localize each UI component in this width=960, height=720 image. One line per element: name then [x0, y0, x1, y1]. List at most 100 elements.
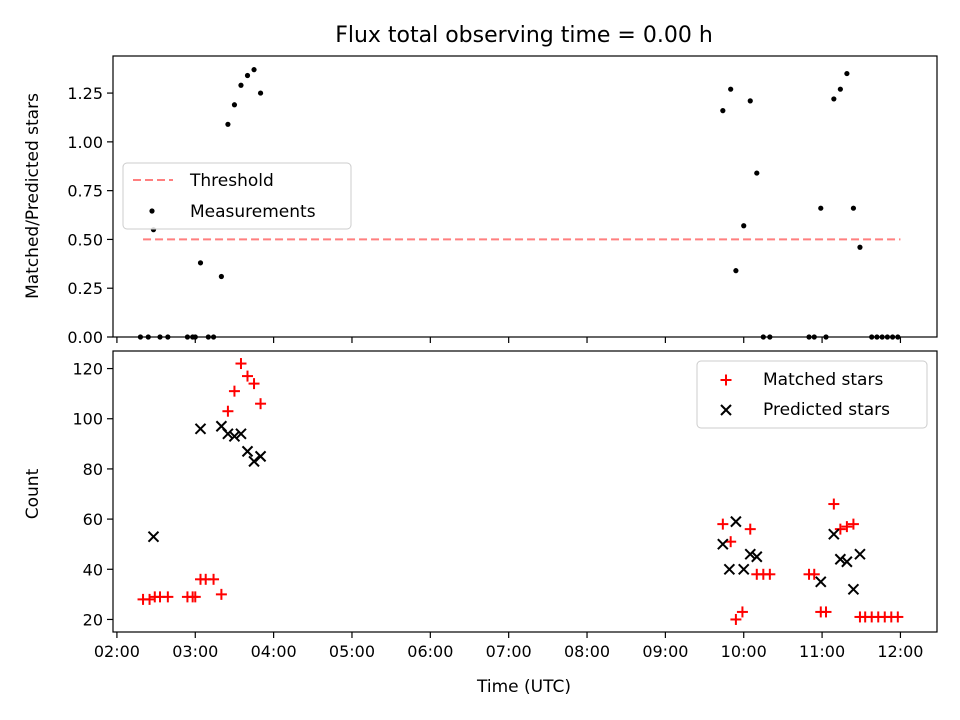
matched-star-point — [820, 606, 832, 618]
bottom-legend-box — [696, 360, 928, 429]
measurement-point — [231, 102, 238, 108]
legend-predicted-swatch — [720, 404, 732, 416]
bottom-y-tick-label: 100 — [72, 410, 103, 429]
matched-star-point — [222, 405, 234, 417]
predicted-star-point — [235, 428, 247, 440]
predicted-star-point — [222, 428, 234, 440]
legend-matched-swatch — [720, 374, 732, 386]
x-b — [147, 530, 160, 543]
x-b — [254, 450, 267, 463]
matched-star-point — [144, 593, 156, 605]
x-b — [215, 420, 228, 432]
matched-star-point — [834, 523, 846, 535]
predicted-star-point — [730, 515, 742, 528]
matched-star-point — [828, 498, 840, 510]
measurement-point — [818, 205, 824, 211]
matched-star-point — [736, 606, 748, 618]
x-b — [222, 428, 234, 440]
top-y-tick-label: 0.50 — [67, 230, 103, 249]
matched-star-point — [215, 588, 227, 600]
predicted-star-point — [254, 450, 267, 463]
legend-matched-label: Matched stars — [763, 370, 883, 390]
top-y-tick-label: 0.75 — [67, 182, 103, 201]
legend-threshold-label: Threshold — [189, 171, 274, 191]
x-axis-label: Time (UTC) — [476, 677, 571, 697]
bottom-y-tick-label: 20 — [83, 610, 103, 629]
x-tick-label: 08:00 — [564, 642, 610, 661]
matched-star-point — [764, 568, 776, 580]
measurement-point — [837, 86, 843, 92]
bottom-series-layer — [137, 358, 904, 625]
predicted-star-point — [744, 548, 756, 560]
predicted-star-point — [723, 563, 736, 575]
bottom-panel: Matched stars Predicted stars 02:00 03:00 0… — [72, 350, 938, 661]
measurement-point — [728, 86, 734, 92]
x-b — [854, 548, 866, 560]
x-b — [723, 563, 736, 575]
x-b — [744, 548, 756, 560]
measurement-point — [197, 260, 204, 266]
measurement-point — [741, 223, 747, 229]
measurement-point — [251, 67, 257, 73]
measurement-point — [225, 121, 231, 127]
predicted-star-point — [717, 538, 729, 550]
matched-star-point — [892, 611, 904, 623]
measurement-point — [747, 98, 753, 104]
top-y-tick-label: 1.00 — [67, 133, 103, 152]
legend-measurements-swatch — [149, 208, 155, 214]
x-tick-label: 12:00 — [877, 642, 923, 661]
bottom-y-axis-label: Count — [23, 468, 43, 519]
top-axes-frame — [112, 55, 938, 338]
measurement-point — [720, 108, 726, 114]
predicted-star-point — [834, 553, 847, 565]
measurement-point — [754, 170, 760, 176]
predicted-star-point — [854, 548, 866, 560]
x-tick-label: 03:00 — [172, 642, 218, 661]
x-tick-label: 07:00 — [486, 642, 532, 661]
top-legend: Threshold Measurements — [122, 162, 352, 230]
x-b — [847, 583, 860, 596]
predicted-star-point — [248, 455, 260, 468]
measurement-point — [244, 72, 251, 79]
predicted-star-point — [841, 556, 853, 568]
x-b — [730, 515, 742, 528]
x-b — [815, 576, 827, 588]
matched-star-point — [162, 591, 174, 603]
top-y-axis-label: Matched/Predicted stars — [23, 93, 43, 299]
x-b — [235, 428, 247, 440]
matched-star-point — [730, 613, 742, 625]
top-y-tick-label: 0.00 — [67, 328, 103, 347]
legend-measurements-label: Measurements — [190, 202, 316, 222]
matched-star-point — [235, 358, 247, 370]
predicted-star-point — [738, 563, 750, 575]
bottom-legend: Matched stars Predicted stars — [696, 360, 928, 429]
x-b — [828, 528, 840, 540]
predicted-star-point — [751, 551, 763, 563]
bottom-axes-frame — [112, 350, 938, 633]
measurement-point — [238, 82, 244, 88]
x-b — [834, 553, 847, 565]
matched-star-point — [725, 536, 737, 548]
top-y-tick-label: 0.25 — [67, 279, 103, 298]
measurement-point — [844, 70, 850, 77]
predicted-star-point — [815, 576, 827, 588]
predicted-star-point — [194, 423, 207, 435]
predicted-star-point — [241, 445, 254, 458]
measurement-point — [831, 96, 837, 102]
legend-predicted-label: Predicted stars — [763, 400, 890, 420]
matched-star-point — [744, 523, 756, 535]
x-b — [228, 430, 241, 443]
x-b — [248, 455, 260, 468]
measurement-point — [857, 244, 863, 250]
bottom-y-tick-label: 80 — [83, 460, 103, 479]
x-b — [194, 423, 207, 435]
matched-star-point — [242, 370, 254, 382]
x-b — [241, 445, 254, 458]
matched-star-point — [847, 518, 859, 530]
top-legend-box — [122, 162, 352, 230]
matched-star-point — [717, 518, 729, 530]
predicted-star-point — [147, 530, 160, 543]
x-b — [841, 556, 853, 568]
x-b — [717, 538, 729, 550]
matched-star-point — [255, 398, 267, 410]
